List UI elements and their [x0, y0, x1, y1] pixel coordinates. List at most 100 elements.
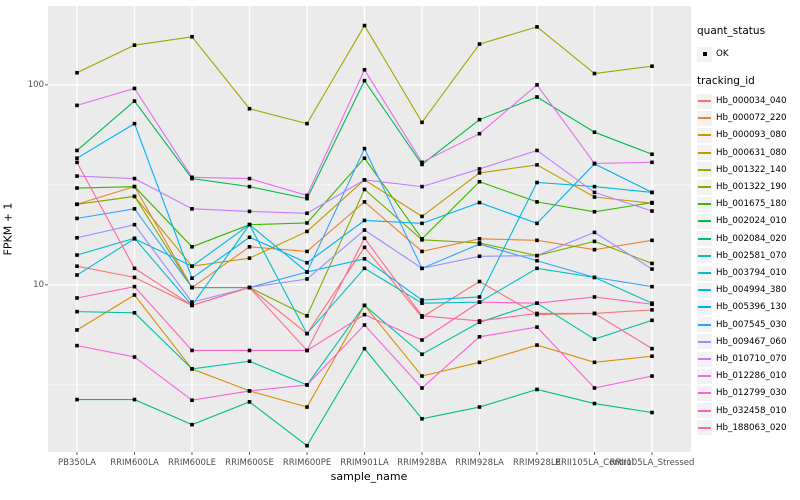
- data-point: [650, 209, 654, 213]
- legend-key-swatch: [697, 179, 712, 195]
- x-tick-label-RRII105LA_Control: RRII105LA_Control: [555, 458, 634, 468]
- data-point: [75, 202, 79, 207]
- data-point: [420, 352, 424, 357]
- data-point: [592, 295, 597, 299]
- data-point: [190, 367, 194, 371]
- series-color-line-icon: [698, 323, 711, 326]
- data-point: [362, 312, 367, 317]
- data-point: [650, 302, 654, 307]
- data-point: [650, 160, 654, 165]
- data-point: [190, 175, 194, 180]
- legend-key-swatch: [697, 282, 712, 298]
- data-point: [75, 186, 79, 190]
- legend-entry-ok: OK: [697, 46, 729, 62]
- data-point: [190, 398, 194, 403]
- data-point: [535, 238, 539, 243]
- data-point: [75, 160, 79, 165]
- data-point: [362, 178, 367, 182]
- data-point: [535, 301, 539, 305]
- data-point: [75, 397, 79, 402]
- data-point: [247, 389, 252, 393]
- data-point: [75, 103, 79, 108]
- data-point: [650, 200, 654, 205]
- data-point: [592, 230, 597, 235]
- legend-key-swatch: [697, 334, 712, 350]
- legend-entry-label: Hb_000093_080: [716, 130, 787, 141]
- x-tick-label-RRIM600LA: RRIM600LA: [110, 458, 159, 468]
- legend-key-swatch: [697, 420, 712, 436]
- data-point: [477, 295, 482, 299]
- legend-entry-Hb_004994_380: Hb_004994_380: [697, 282, 786, 298]
- quant-status-key: [697, 46, 712, 62]
- x-tick-label-RRIM600SE: RRIM600SE: [225, 458, 274, 468]
- data-point: [477, 131, 482, 136]
- x-tick-label-PB350LA: PB350LA: [58, 458, 96, 468]
- data-point: [477, 279, 482, 284]
- legend-entry-Hb_003794_010: Hb_003794_010: [697, 265, 786, 281]
- data-point: [305, 229, 309, 234]
- legend-entry-Hb_010710_070: Hb_010710_070: [697, 351, 786, 367]
- data-point: [362, 228, 367, 232]
- data-point: [420, 298, 424, 302]
- point-marker-icon: [702, 52, 707, 56]
- data-point: [477, 360, 482, 365]
- legend-entry-Hb_005396_130: Hb_005396_130: [697, 299, 786, 315]
- legend-entry-Hb_000093_080: Hb_000093_080: [697, 127, 786, 143]
- data-point: [247, 348, 252, 353]
- data-point: [132, 194, 137, 199]
- data-point: [75, 216, 79, 221]
- data-point: [420, 184, 424, 189]
- data-point: [650, 267, 654, 271]
- data-point: [132, 311, 137, 315]
- y-tick-label-100: 100: [27, 79, 44, 90]
- series-color-line-icon: [698, 254, 711, 257]
- data-point: [132, 99, 137, 103]
- legend-entry-Hb_012799_030: Hb_012799_030: [697, 385, 786, 401]
- legend-entry-Hb_032458_010: Hb_032458_010: [697, 403, 786, 419]
- data-point: [132, 222, 137, 227]
- legend-entry-label: Hb_188063_020: [716, 422, 787, 433]
- legend-key-swatch: [697, 127, 712, 143]
- data-point: [477, 254, 482, 259]
- legend-key-swatch: [697, 196, 712, 212]
- data-point: [75, 273, 79, 277]
- series-color-line-icon: [698, 392, 711, 395]
- y-tick-label-10: 10: [33, 279, 44, 290]
- legend-entry-label: Hb_001675_180: [716, 199, 787, 210]
- data-point: [75, 235, 79, 240]
- legend-entry-label: Hb_002084_020: [716, 233, 787, 244]
- legend-entry-label: Hb_001322_140: [716, 164, 787, 175]
- data-point: [305, 443, 309, 448]
- data-point: [132, 184, 137, 189]
- data-point: [650, 190, 654, 195]
- legend-entry-Hb_001675_180: Hb_001675_180: [697, 196, 786, 212]
- data-point: [477, 167, 482, 171]
- data-point: [132, 397, 137, 402]
- data-point: [247, 106, 252, 111]
- legend-entry-label: Hb_003794_010: [716, 268, 787, 278]
- legend-key-swatch: [697, 403, 712, 419]
- data-point: [650, 284, 654, 289]
- data-point: [650, 238, 654, 243]
- data-point: [362, 323, 367, 327]
- data-point: [362, 156, 367, 160]
- legend-entry-label: Hb_010710_070: [716, 354, 787, 364]
- data-point: [477, 200, 482, 205]
- x-tick-label-RRIM600PE: RRIM600PE: [282, 458, 332, 468]
- data-point: [75, 156, 79, 160]
- data-point: [75, 343, 79, 348]
- data-point: [592, 130, 597, 134]
- data-point: [650, 354, 654, 358]
- data-point: [420, 416, 424, 421]
- data-point: [247, 359, 252, 364]
- series-color-line-icon: [698, 203, 711, 206]
- legend-key-swatch: [697, 368, 712, 384]
- data-point: [535, 258, 539, 263]
- data-point: [420, 236, 424, 241]
- data-point: [132, 355, 137, 359]
- data-point: [362, 266, 367, 271]
- data-point: [132, 43, 137, 47]
- data-point: [650, 308, 654, 312]
- legend-entry-label: Hb_032458_010: [716, 405, 787, 416]
